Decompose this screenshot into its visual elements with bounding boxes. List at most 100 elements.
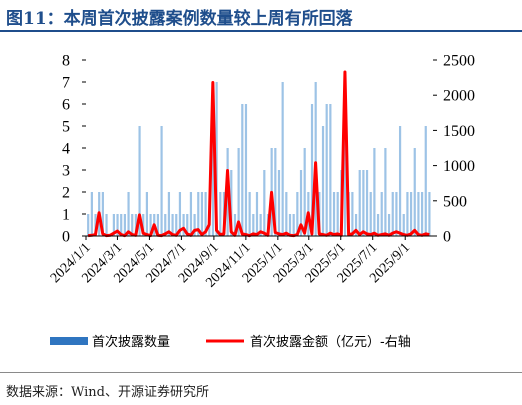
bar xyxy=(398,126,402,236)
bar xyxy=(424,126,427,236)
bar xyxy=(321,126,325,236)
bar xyxy=(175,214,178,236)
y-right-tick-label: 2000 xyxy=(443,88,475,105)
bar xyxy=(120,214,123,236)
bar xyxy=(274,148,277,236)
bar xyxy=(237,148,240,236)
bar xyxy=(123,214,126,236)
bar xyxy=(343,82,347,236)
bar xyxy=(387,214,391,236)
title-divider xyxy=(0,30,522,32)
bar xyxy=(252,214,255,236)
legend: 首次披露数量 首次披露金额（亿元）-右轴 xyxy=(50,334,411,350)
bar xyxy=(200,192,204,236)
bar xyxy=(215,82,218,236)
bar xyxy=(164,214,167,236)
bar xyxy=(105,214,108,236)
line-series-group xyxy=(87,70,430,238)
bar xyxy=(277,170,281,236)
bar xyxy=(142,214,145,236)
axes-group: 012345678050010001500200025002024/1/1202… xyxy=(48,53,475,291)
bar xyxy=(329,104,332,236)
bar xyxy=(244,104,248,236)
bar xyxy=(160,126,163,236)
bar xyxy=(285,192,288,236)
y-left-tick-label: 6 xyxy=(62,97,70,114)
y-left-tick-label: 1 xyxy=(62,207,70,224)
bar xyxy=(373,148,376,236)
bar xyxy=(391,192,394,236)
bar xyxy=(384,148,387,236)
bar xyxy=(189,192,193,236)
data-source: 数据来源：Wind、开源证券研究所 xyxy=(6,385,209,400)
bar xyxy=(255,192,259,236)
bar xyxy=(395,192,398,236)
bar xyxy=(233,214,237,236)
y-left-tick-label: 0 xyxy=(62,229,70,246)
y-left-tick-label: 8 xyxy=(62,53,70,70)
y-right-tick-label: 1000 xyxy=(443,158,475,175)
bar xyxy=(211,104,215,236)
bar-series-group xyxy=(87,82,431,236)
bar xyxy=(131,214,134,236)
bar xyxy=(402,214,405,236)
bar xyxy=(406,192,409,236)
source-divider xyxy=(0,372,522,373)
y-right-tick-label: 1500 xyxy=(443,123,475,140)
bar xyxy=(167,192,171,236)
chart-title: 图11：本周首次披露案例数量较上周有所回落 xyxy=(6,9,353,29)
bar xyxy=(336,192,339,236)
bar xyxy=(149,214,152,236)
bar xyxy=(310,104,314,236)
y-right-tick-label: 500 xyxy=(443,193,467,210)
legend-label-bar: 首次披露数量 xyxy=(92,334,170,350)
combo-chart: 012345678050010001500200025002024/1/1202… xyxy=(48,53,475,351)
bar xyxy=(314,82,317,236)
bar xyxy=(116,214,119,236)
legend-swatch-bar xyxy=(50,337,88,345)
bar xyxy=(87,214,90,236)
bar xyxy=(134,214,137,236)
bar xyxy=(90,192,93,236)
bar xyxy=(182,214,185,236)
bar xyxy=(420,192,424,236)
bar xyxy=(186,214,189,236)
bar xyxy=(303,148,306,236)
y-right-tick-label: 2500 xyxy=(443,53,475,70)
bar xyxy=(204,192,207,236)
bar xyxy=(171,214,174,236)
bar xyxy=(409,192,413,236)
bar xyxy=(248,192,251,236)
bar xyxy=(332,192,336,236)
y-left-tick-label: 2 xyxy=(62,185,70,202)
bar xyxy=(101,192,104,236)
bar xyxy=(292,214,295,236)
y-right-tick-label: 0 xyxy=(443,229,451,246)
bar xyxy=(351,192,354,236)
bar xyxy=(365,170,369,236)
bar xyxy=(145,192,148,236)
bar xyxy=(241,104,244,236)
bar xyxy=(325,104,328,236)
bar xyxy=(156,214,160,236)
bar xyxy=(230,170,233,236)
bar xyxy=(354,214,358,236)
bar xyxy=(299,170,303,236)
bar xyxy=(362,170,365,236)
bar xyxy=(376,214,380,236)
bar xyxy=(380,192,383,236)
legend-label-line: 首次披露金额（亿元）-右轴 xyxy=(250,334,411,350)
y-left-tick-label: 5 xyxy=(62,119,70,136)
bar xyxy=(369,192,372,236)
bar xyxy=(417,192,420,236)
bar xyxy=(296,192,299,236)
bar xyxy=(197,192,200,236)
bar xyxy=(193,214,196,236)
y-left-tick-label: 4 xyxy=(62,141,70,158)
bar xyxy=(358,170,361,236)
bar xyxy=(259,214,262,236)
bar xyxy=(288,214,292,236)
y-left-tick-label: 7 xyxy=(62,75,70,92)
bar xyxy=(219,192,222,236)
bar xyxy=(138,126,141,236)
